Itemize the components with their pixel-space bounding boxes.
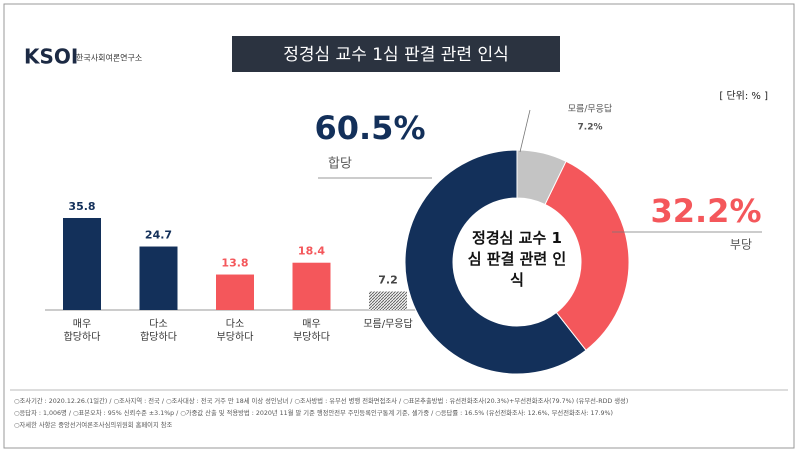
value-label: 60.5% — [314, 109, 425, 147]
bar — [139, 246, 178, 310]
donut-segment — [516, 149, 567, 206]
donut-segment — [544, 160, 630, 351]
title-box — [232, 36, 560, 72]
bar — [292, 262, 331, 310]
leader-line — [519, 109, 531, 153]
donut-segment — [404, 149, 587, 375]
logo-org: 한국사회여론연구소 — [76, 53, 142, 63]
logo: KSOI — [24, 45, 78, 69]
bar-value-label: 35.8 — [68, 200, 95, 213]
title: 정경심 교수 1심 판결 관련 인식 — [283, 45, 509, 65]
frame — [3, 3, 795, 449]
unit: [ 단위: % ] — [719, 89, 768, 102]
donut-center-label: 정경심 교수 1심 판결 관련 인식 — [467, 229, 567, 289]
bar-value-label: 7.2 — [378, 273, 398, 286]
bar — [63, 217, 101, 310]
x-tick-label: 모름/무응답 — [363, 319, 413, 330]
legend-label: 모름/무응답 — [568, 103, 612, 115]
x-tick-label: 다소 합당하다 — [140, 319, 177, 343]
x-tick-label: 매우 합당하다 — [63, 319, 101, 343]
bar-value-label: 13.8 — [221, 257, 248, 270]
bar-value-label: 18.4 — [298, 245, 325, 258]
bar — [216, 274, 254, 310]
legend-label: 부당 — [730, 238, 752, 252]
value-label: 32.2% — [650, 192, 761, 230]
footnote: ○조사기간 : 2020.12.26.(1일간) / ○조사지역 : 전국 / … — [14, 398, 629, 405]
x-tick-label: 다소 부당하다 — [216, 319, 254, 343]
footnote: ○응답자 : 1,006명 / ○표본오차 : 95% 신뢰수준 ±3.1%p … — [14, 410, 613, 417]
legend-label: 합당 — [328, 157, 352, 172]
footnote: ○자세한 사항은 중앙선거여론조사심의위원회 홈페이지 참조 — [14, 422, 173, 429]
x-tick-label: 매우 부당하다 — [293, 319, 330, 343]
bar — [369, 291, 407, 310]
value-label: 7.2% — [578, 123, 603, 133]
bar-value-label: 24.7 — [145, 229, 172, 242]
